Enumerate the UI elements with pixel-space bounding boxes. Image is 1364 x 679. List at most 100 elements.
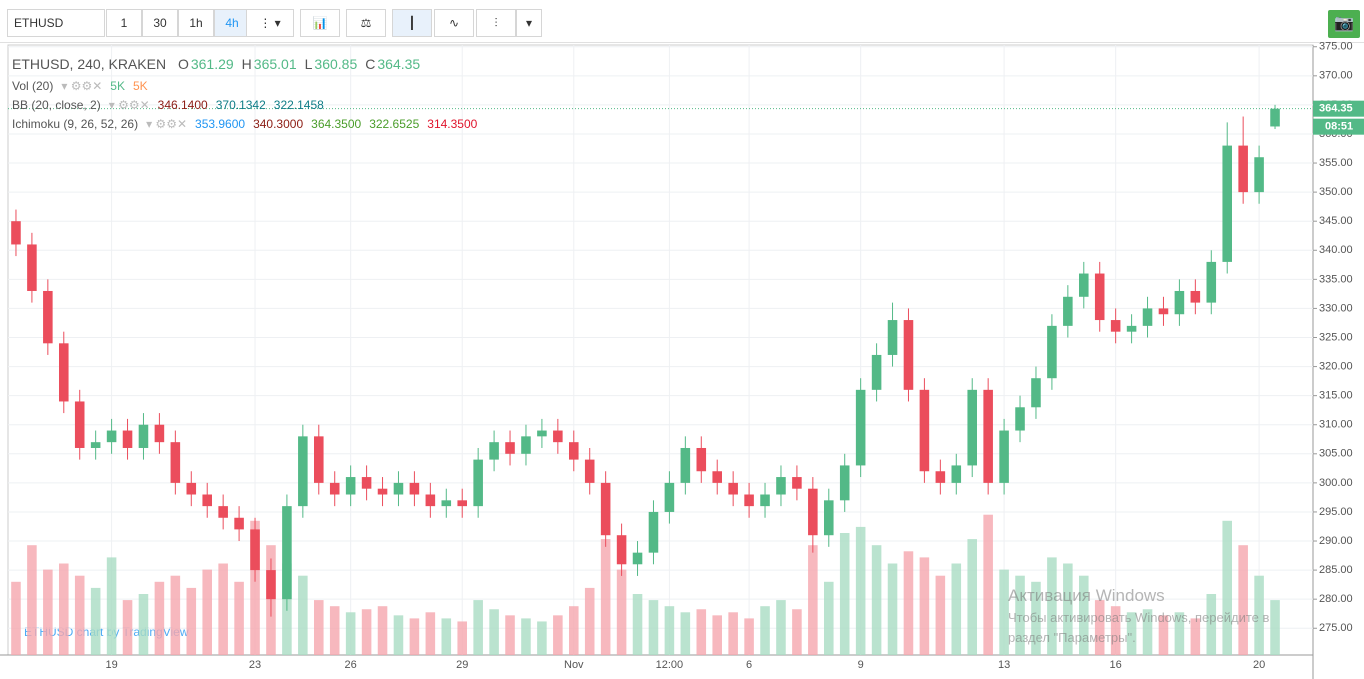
y-tick-label: 360.00 xyxy=(1319,128,1353,140)
candle-body xyxy=(553,430,563,443)
candle-body xyxy=(792,477,802,489)
symbol-box[interactable]: ETHUSD xyxy=(7,9,105,37)
volume-bar xyxy=(393,615,404,655)
volume-bar xyxy=(600,539,611,655)
candle-body xyxy=(648,511,659,553)
y-tick-label: 340.00 xyxy=(1319,244,1353,256)
candle-body xyxy=(1254,157,1264,193)
candle-body xyxy=(537,430,547,437)
compare-button[interactable]: ⚖ xyxy=(346,9,386,37)
y-tick-label: 345.00 xyxy=(1319,215,1353,227)
volume-bar xyxy=(314,600,324,655)
volume-bar xyxy=(202,569,212,655)
volume-bar xyxy=(234,581,244,655)
y-tick-label: 335.00 xyxy=(1319,273,1353,285)
candle-body xyxy=(1079,273,1089,297)
candle-body xyxy=(1270,108,1280,127)
volume-bar xyxy=(808,545,818,655)
more-intervals[interactable]: ⋮ ▾ xyxy=(246,9,294,37)
indicator-value: 5K xyxy=(110,79,125,93)
candle-body xyxy=(696,447,707,472)
volume-bar xyxy=(409,618,420,655)
candle-body xyxy=(1222,145,1232,262)
volume-bar xyxy=(887,563,898,655)
volume-bar xyxy=(951,563,962,655)
interval-button[interactable]: 4h xyxy=(214,9,250,37)
candle-body xyxy=(90,442,101,448)
y-tick-label: 305.00 xyxy=(1319,448,1353,460)
indicators-button[interactable]: 📊 xyxy=(300,9,340,37)
candle-body xyxy=(600,482,611,536)
last-price-label: 364.35 xyxy=(1319,103,1353,115)
volume-bar xyxy=(154,581,165,655)
volume-bar xyxy=(824,581,834,655)
candle-body xyxy=(935,471,946,483)
y-tick-label: 295.00 xyxy=(1319,506,1353,518)
bars-button[interactable]: ⫶ xyxy=(476,9,516,37)
indicator-legend: BB (20, close, 2) ▾ ⚙⚙✕ 346.1400 370.1342 32… xyxy=(12,98,332,112)
volume-bar xyxy=(616,569,627,655)
candle-body xyxy=(218,506,228,518)
volume-bar xyxy=(74,575,85,655)
volume-bar xyxy=(712,615,722,655)
candle-body xyxy=(584,459,595,483)
volume-bar xyxy=(967,539,977,655)
candle-body xyxy=(154,424,165,443)
watermark: ETHUSD chart by TradingView xyxy=(24,625,189,639)
symbol-line: ETHUSD, 240, KRAKEN xyxy=(12,56,167,72)
volume-bar xyxy=(441,618,452,655)
ohlc-name: L xyxy=(304,56,313,72)
candle-body xyxy=(1126,325,1137,332)
candle-body xyxy=(11,221,21,245)
candle-body xyxy=(664,482,675,512)
candle-body xyxy=(839,465,850,501)
candle-body xyxy=(616,535,627,565)
os-notice-title: Активация Windows xyxy=(1008,586,1165,605)
candle-body xyxy=(74,401,85,448)
last-price-tag xyxy=(1313,100,1364,117)
candles-button[interactable]: ┃ xyxy=(392,9,432,37)
indicator-controls: ▾ ⚙⚙✕ xyxy=(61,79,103,93)
line-button[interactable]: ∿ xyxy=(434,9,474,37)
ohlc-value: 360.85 xyxy=(314,56,358,72)
indicator-controls: ▾ ⚙⚙✕ xyxy=(108,98,150,112)
interval-button[interactable]: 1h xyxy=(178,9,214,37)
volume-bar xyxy=(584,587,595,655)
indicator-legend: Ichimoku (9, 26, 52, 26) ▾ ⚙⚙✕ 353.9600 340… xyxy=(12,117,485,131)
candle-body xyxy=(824,500,834,536)
volume-bar xyxy=(521,618,531,655)
volume-bar xyxy=(1238,545,1248,655)
snapshot-button[interactable]: 📷 xyxy=(1328,10,1360,38)
candle-body xyxy=(425,494,436,507)
volume-bar xyxy=(855,526,866,655)
ohlc-name: C xyxy=(365,56,376,72)
indicator-value: 322.6525 xyxy=(369,117,420,131)
candle-body xyxy=(345,477,356,495)
y-tick-label: 330.00 xyxy=(1319,302,1353,314)
candle-body xyxy=(298,436,308,507)
candle-body xyxy=(1063,296,1073,326)
volume-bar xyxy=(218,563,228,655)
volume-bar xyxy=(11,581,21,655)
x-tick-label: 23 xyxy=(249,659,261,671)
candle-body xyxy=(234,517,244,530)
volume-bar xyxy=(903,551,914,655)
plot-frame xyxy=(7,44,1314,656)
candle-body xyxy=(728,482,738,495)
y-tick-label: 275.00 xyxy=(1319,622,1353,634)
candle-body xyxy=(760,494,770,507)
y-tick-label: 355.00 xyxy=(1319,157,1353,169)
volume-bar xyxy=(489,609,499,655)
interval-button[interactable]: 30 xyxy=(142,9,178,37)
volume-bar xyxy=(1094,600,1105,655)
chart-type-menu[interactable]: ▾ xyxy=(516,9,542,37)
ohlc-name: O xyxy=(177,56,189,72)
y-tick-label: 315.00 xyxy=(1319,390,1353,402)
candle-body xyxy=(744,494,754,507)
y-tick-label: 375.00 xyxy=(1319,41,1353,53)
indicator-legend: Vol (20) ▾ ⚙⚙✕ 5K 5K xyxy=(12,79,156,93)
interval-button[interactable]: 1 xyxy=(106,9,142,37)
y-tick-label: 325.00 xyxy=(1319,331,1353,343)
candle-body xyxy=(712,471,722,483)
volume-bar xyxy=(361,609,372,655)
